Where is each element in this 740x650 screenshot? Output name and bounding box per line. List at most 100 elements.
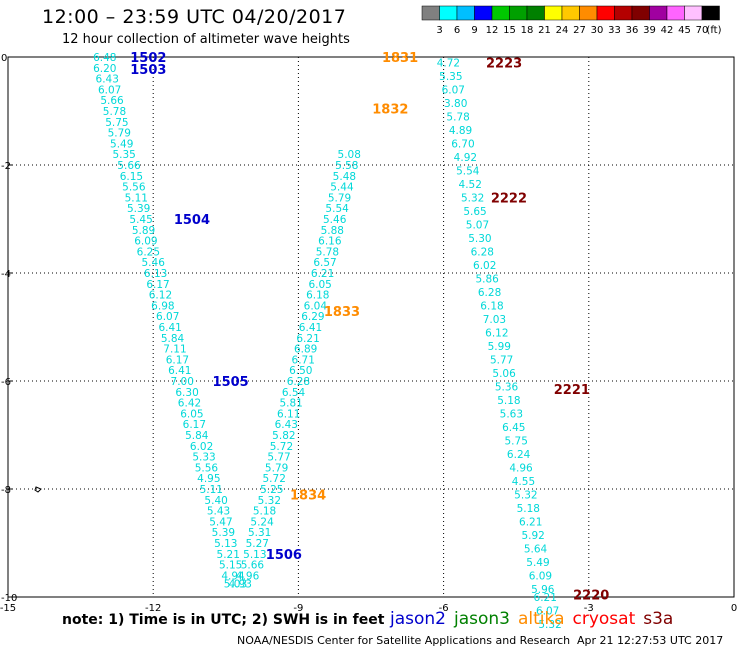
- color-swatch: [421, 5, 440, 21]
- satellite-legend: jason2 jason3 altika cryosat s3a: [390, 609, 681, 629]
- wave-height-value: 6.30: [175, 387, 198, 399]
- wave-height-value: 6.25: [137, 246, 160, 258]
- wave-height-value: 5.44: [330, 182, 354, 194]
- color-swatch: [684, 5, 703, 21]
- legend-entry-jason3: jason3: [454, 609, 510, 629]
- wave-height-value: 6.89: [294, 344, 317, 356]
- y-tick-label: -6: [1, 377, 11, 388]
- wave-height-value: 5.39: [127, 203, 150, 215]
- wave-height-value: 7.00: [171, 376, 194, 388]
- pass-number: 1502: [130, 51, 166, 66]
- wave-height-value: 4.55: [512, 476, 535, 488]
- wave-height-value: 6.48: [93, 52, 116, 64]
- wave-height-value: 6.21: [311, 268, 334, 280]
- wave-height-value: 5.89: [132, 225, 155, 237]
- pass-number: 1834: [290, 488, 326, 503]
- wave-height-value: 5.15: [219, 560, 242, 572]
- x-tick-label: 0: [731, 603, 737, 614]
- wave-height-value: 6.04: [304, 300, 328, 312]
- color-swatch: [631, 5, 650, 21]
- wave-height-value: 6.21: [519, 516, 542, 528]
- y-tick-label: 0: [1, 53, 7, 64]
- wave-height-value: 5.36: [495, 381, 519, 393]
- pass-number: 2222: [491, 191, 527, 206]
- wave-height-value: 5.03: [224, 579, 247, 591]
- wave-height-value: 5.99: [488, 341, 511, 353]
- wave-height-value: 5.49: [110, 138, 133, 150]
- wave-height-value: 4.93: [229, 579, 252, 591]
- wave-height-value: 5.32: [538, 619, 561, 631]
- wave-height-value: 5.54: [456, 165, 480, 177]
- wave-height-value: 5.79: [108, 128, 131, 140]
- wave-height-value: 6.18: [480, 300, 503, 312]
- wave-height-value: 6.07: [536, 606, 559, 618]
- wave-height-value: 5.64: [524, 543, 548, 555]
- wave-height-value: 5.39: [212, 527, 235, 539]
- color-tick-label: 36: [626, 25, 639, 36]
- wave-height-value: 5.78: [446, 111, 469, 123]
- color-tick-label: 30: [591, 25, 604, 36]
- wave-height-value: 6.57: [313, 257, 336, 269]
- y-tick-label: -2: [1, 161, 11, 172]
- wave-height-value: 6.70: [451, 138, 474, 150]
- color-swatch: [456, 5, 475, 21]
- wave-height-value: 5.32: [514, 489, 537, 501]
- wave-height-value: 6.02: [190, 441, 213, 453]
- wave-height-value: 5.43: [207, 506, 230, 518]
- wave-height-value: 5.25: [260, 484, 283, 496]
- pass-number: 2223: [486, 56, 522, 71]
- y-tick-label: -8: [1, 485, 11, 496]
- wave-height-value: 6.07: [156, 311, 179, 323]
- wave-height-value: 6.16: [318, 236, 342, 248]
- color-tick-label: 33: [608, 25, 621, 36]
- wave-height-value: 6.71: [292, 354, 315, 366]
- wave-height-value: 5.06: [492, 368, 516, 380]
- wave-height-value: 6.13: [144, 268, 167, 280]
- wave-height-value: 6.42: [178, 398, 201, 410]
- wave-height-value: 7.11: [163, 344, 186, 356]
- wave-height-value: 6.50: [289, 365, 312, 377]
- wave-height-value: 6.24: [507, 449, 531, 461]
- wave-height-value: 5.58: [335, 160, 358, 172]
- wave-height-value: 6.41: [299, 322, 322, 334]
- wave-height-value: 5.72: [263, 473, 286, 485]
- wave-height-value: 5.32: [258, 495, 281, 507]
- color-swatch: [509, 5, 528, 21]
- wave-height-value: 5.66: [241, 560, 265, 572]
- wave-height-value: 5.75: [505, 435, 528, 447]
- color-tick-label: 3: [436, 25, 442, 36]
- wave-height-value: 5.56: [195, 462, 219, 474]
- wave-height-value: 5.92: [521, 530, 544, 542]
- wave-height-value: 5.47: [209, 516, 232, 528]
- wave-height-value: 5.18: [253, 506, 276, 518]
- wave-height-value: 6.21: [534, 592, 557, 604]
- wave-height-value: 6.43: [275, 419, 298, 431]
- wave-height-value: 6.17: [166, 354, 189, 366]
- wave-height-value: 6.11: [277, 408, 300, 420]
- wave-height-value: 6.41: [168, 365, 191, 377]
- wave-height-value: 5.24: [250, 516, 274, 528]
- wave-height-value: 6.41: [158, 322, 181, 334]
- pass-number: 1831: [382, 51, 418, 66]
- wave-height-value: 5.11: [200, 484, 223, 496]
- color-unit-label: (ft): [706, 25, 721, 36]
- wave-height-value: 6.09: [529, 570, 552, 582]
- color-swatch: [474, 5, 493, 21]
- wave-height-value: 5.31: [248, 527, 271, 539]
- wave-height-value: 6.02: [473, 260, 496, 272]
- color-tick-label: 21: [538, 25, 551, 36]
- pass-number: 1832: [372, 102, 408, 117]
- color-swatch: [439, 5, 458, 21]
- color-swatch: [596, 5, 615, 21]
- wave-height-value: 5.13: [214, 538, 237, 550]
- legend-entry-s3a: s3a: [643, 609, 674, 629]
- wave-height-value: 6.09: [134, 236, 157, 248]
- wave-height-value: 6.12: [149, 290, 172, 302]
- chart-subtitle: 12 hour collection of altimeter wave hei…: [62, 32, 350, 47]
- pass-number: 1504: [174, 213, 210, 228]
- color-swatch: [561, 5, 580, 21]
- wave-height-value: 6.43: [96, 74, 119, 86]
- wave-height-value: 5.72: [270, 441, 293, 453]
- wave-height-value: 6.12: [485, 327, 508, 339]
